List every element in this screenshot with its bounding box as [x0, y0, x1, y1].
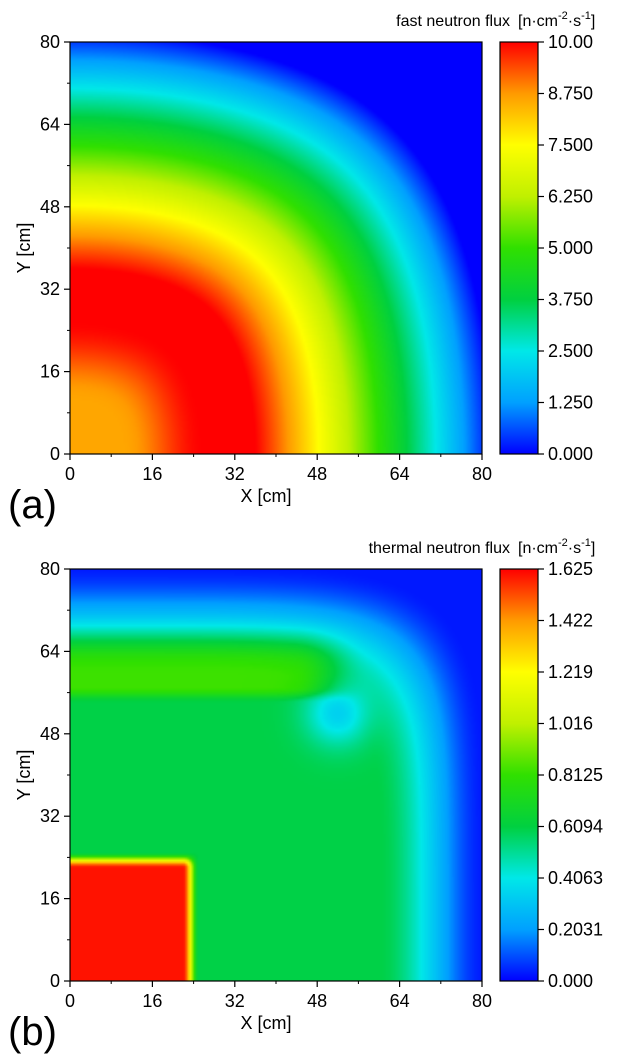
x-tick-label: 48 [307, 991, 327, 1011]
y-tick-label: 64 [40, 114, 60, 134]
colorbar-tick-label: 5.000 [548, 238, 593, 258]
x-tick-label: 64 [390, 991, 410, 1011]
colorbar-tick-label: 2.500 [548, 341, 593, 361]
colorbar-unit: [n·cm-2·s-1] [518, 537, 595, 557]
colorbar-tick-label: 1.250 [548, 393, 593, 413]
y-tick-label: 16 [40, 889, 60, 909]
x-tick-label: 16 [142, 464, 162, 484]
y-axis-label: Y [cm] [14, 223, 34, 274]
x-axis-label: X [cm] [240, 486, 291, 506]
fast-flux-chart: 0 16 32 48 64 80 0 16 32 48 64 80 X [cm] Y [cm] (a) 0.0… [8, 10, 595, 527]
panel-label: (b) [8, 1010, 57, 1054]
colorbar-tick-label: 0.000 [548, 444, 593, 464]
x-tick-label: 0 [65, 991, 75, 1011]
thermal-flux-chart: 0 16 32 48 64 80 0 16 32 48 64 80 X [cm] Y [cm] (b) 0.0… [8, 537, 603, 1054]
colorbar-tick-label: 8.750 [548, 84, 593, 104]
colorbar-tick-label: 1.422 [548, 611, 593, 631]
colorbar-unit: [n·cm-2·s-1] [518, 10, 595, 30]
colorbar-tick-label: 1.625 [548, 559, 593, 579]
x-tick-label: 0 [65, 464, 75, 484]
colorbar-tick-label: 0.000 [548, 971, 593, 991]
y-tick-label: 48 [40, 724, 60, 744]
y-axis-label: Y [cm] [14, 750, 34, 801]
colorbar-tick-label: 10.00 [548, 32, 593, 52]
y-tick-label: 0 [50, 444, 60, 464]
y-tick-label: 32 [40, 806, 60, 826]
colorbar-tick-label: 0.8125 [548, 765, 603, 785]
heatmap-field [70, 42, 482, 454]
colorbar-title: fast neutron flux [396, 13, 510, 30]
heatmap-field [70, 569, 482, 981]
x-tick-label: 64 [390, 464, 410, 484]
colorbar-tick-label: 3.750 [548, 290, 593, 310]
x-axis-label: X [cm] [240, 1013, 291, 1033]
colorbar-tick-label: 0.6094 [548, 817, 603, 837]
y-tick-label: 16 [40, 362, 60, 382]
y-tick-label: 32 [40, 279, 60, 299]
colorbar-tick-label: 0.2031 [548, 920, 603, 940]
colorbar-tick-label: 6.250 [548, 187, 593, 207]
colorbar [499, 41, 539, 455]
x-tick-label: 48 [307, 464, 327, 484]
colorbar-tick-label: 0.4063 [548, 868, 603, 888]
panel-label: (a) [8, 483, 57, 527]
x-tick-label: 80 [472, 464, 492, 484]
x-tick-label: 16 [142, 991, 162, 1011]
colorbar-tick-label: 1.016 [548, 714, 593, 734]
y-tick-label: 48 [40, 197, 60, 217]
x-tick-label: 32 [225, 464, 245, 484]
y-tick-label: 64 [40, 641, 60, 661]
colorbar-title: thermal neutron flux [369, 540, 510, 557]
x-tick-label: 32 [225, 991, 245, 1011]
colorbar-tick-label: 7.500 [548, 135, 593, 155]
colorbar [499, 568, 539, 982]
y-tick-label: 0 [50, 971, 60, 991]
thermal-flux-panel: 0 16 32 48 64 80 0 16 32 48 64 80 X [cm] Y [cm] (b) 0.0… [0, 527, 630, 1054]
fast-flux-panel: 0 16 32 48 64 80 0 16 32 48 64 80 X [cm] Y [cm] (a) 0.0… [8, 10, 595, 527]
colorbar-tick-label: 1.219 [548, 662, 593, 682]
y-tick-label: 80 [40, 559, 60, 579]
x-tick-label: 80 [472, 991, 492, 1011]
y-tick-label: 80 [40, 32, 60, 52]
